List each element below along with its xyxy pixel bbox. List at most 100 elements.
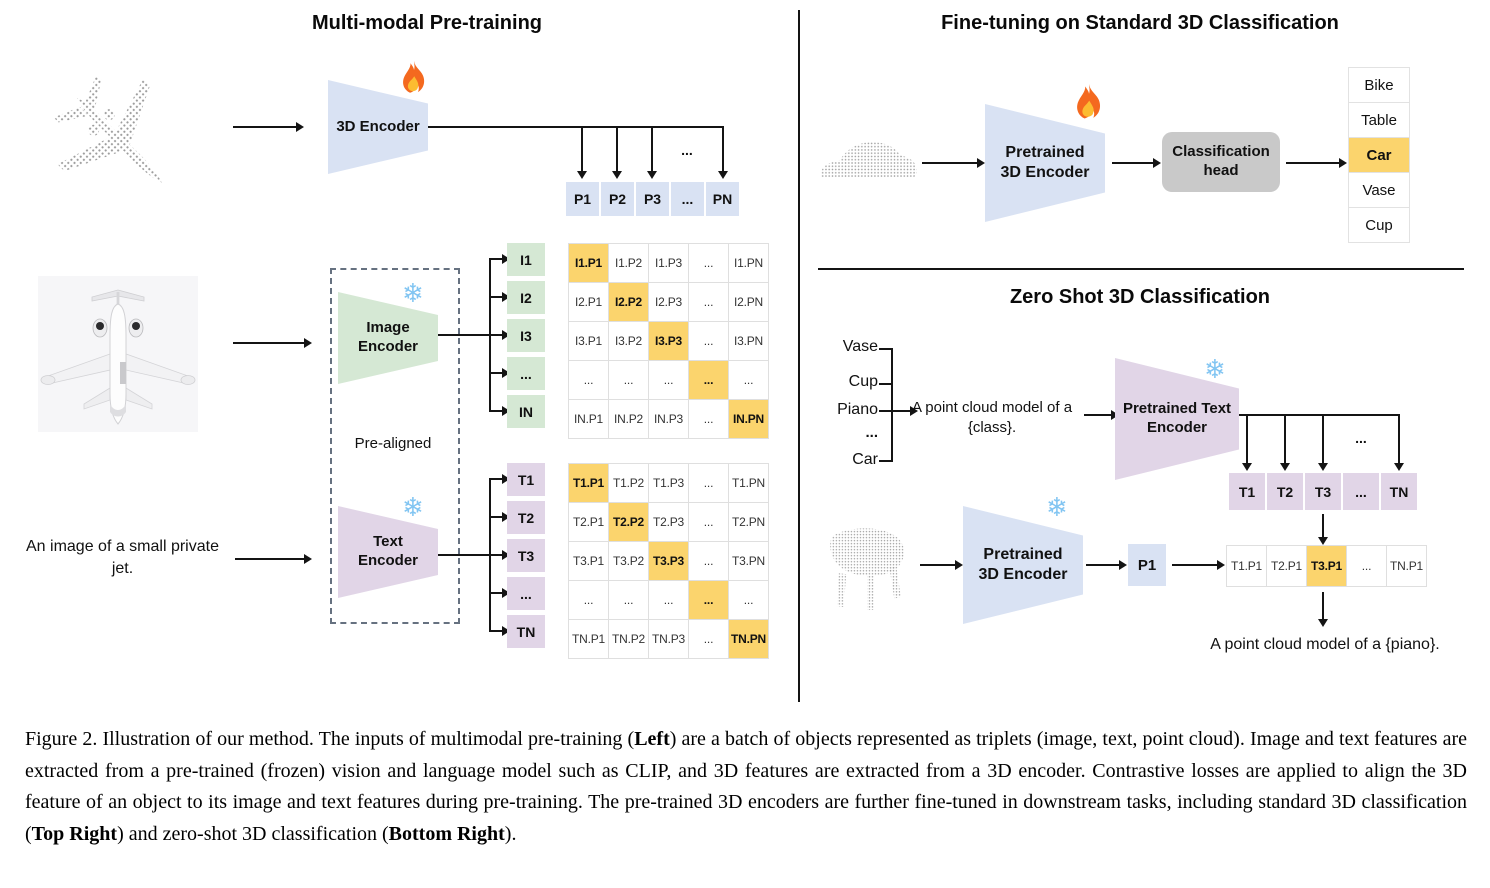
panel-divider-horizontal	[818, 268, 1464, 270]
arrow-image-to-encoder	[233, 337, 312, 348]
zs-class-label: Vase	[842, 338, 878, 355]
matrix-cell: ...	[689, 322, 728, 360]
matrix-cell: I2.P3	[649, 283, 688, 321]
zs-pretrained-3d-encoder-label: Pretrained 3D Encoder	[978, 546, 1068, 583]
caption-bold-text: Top Right	[31, 822, 118, 845]
matrix-cell: ...	[729, 581, 768, 619]
arrow-simrow-to-result	[1317, 592, 1328, 627]
matrix-cell: ...	[609, 361, 648, 399]
matrix-cell: ...	[689, 244, 728, 282]
prealigned-label: Pre-aligned	[354, 435, 432, 452]
matrix-cell: ...	[569, 581, 608, 619]
sim-cell: TN.P1	[1387, 546, 1426, 586]
matrix-cell: ...	[609, 581, 648, 619]
matrix-cell: TN.P2	[609, 620, 648, 658]
zs-tick-vase	[879, 348, 891, 350]
class-cell: Bike	[1348, 67, 1410, 103]
finetune-title: Fine-tuning on Standard 3D Classificatio…	[941, 12, 1339, 34]
zs-class-label: Piano	[837, 401, 878, 418]
arrow-piano-to-encoder	[920, 559, 963, 570]
p-cell: ...	[671, 182, 704, 216]
sim-cell: T3.P1	[1307, 546, 1346, 586]
matrix-cell: I3.P2	[609, 322, 648, 360]
arrow-p1-to-simrow	[1172, 559, 1225, 570]
matrix-cell: ...	[689, 503, 728, 541]
image-encoder-label: Image Encoder	[357, 319, 418, 355]
p-cell: P2	[601, 182, 634, 216]
p-cell: P3	[636, 182, 669, 216]
i-matrix: I1.P1 I1.P2 I1.P3... I1.PN I2.P1 I2.P2 I2.P3..…	[568, 243, 769, 439]
t-label-cell: ...	[507, 577, 545, 610]
zs-pretrained-3d-encoder-block: Pretrained 3D Encoder	[963, 506, 1083, 624]
matrix-cell: ...	[689, 542, 728, 580]
arrow-to-p2	[611, 128, 622, 179]
zs-arrows-ellipsis: ...	[1355, 430, 1367, 446]
matrix-cell: ...	[729, 361, 768, 399]
matrix-cell: ...	[689, 361, 728, 399]
p1-feature-box: P1	[1128, 544, 1166, 586]
zs-sim-row: T1.P1 T2.P1 T3.P1... TN.P1	[1226, 545, 1427, 587]
zeroshot-title: Zero Shot 3D Classification	[1009, 286, 1271, 308]
arrow-to-zs-t3	[1317, 416, 1328, 471]
matrix-cell: I3.P3	[649, 322, 688, 360]
ft-class-list: Bike Table Car Vase Cup	[1348, 67, 1410, 243]
t-label-cell: T1	[507, 463, 545, 496]
pretrained-3d-encoder-label: Pretrained 3D Encoder	[1000, 144, 1090, 181]
classification-head-label: Classification head	[1172, 143, 1270, 179]
matrix-cell: IN.P3	[649, 400, 688, 438]
caption-text: ) and zero-shot 3D classification (	[117, 822, 389, 845]
class-cell: Cup	[1348, 207, 1410, 243]
zs-t-cell: TN	[1381, 473, 1417, 510]
arrow-to-i-dots	[489, 367, 510, 378]
zs-class-label: Car	[852, 451, 878, 468]
matrix-cell: I1.PN	[729, 244, 768, 282]
matrix-cell: ...	[569, 361, 608, 399]
arrow-to-in	[489, 405, 510, 416]
arrow-to-tn	[489, 625, 510, 636]
matrix-cell: T3.P3	[649, 542, 688, 580]
matrix-cell: T3.PN	[729, 542, 768, 580]
matrix-cell: T3.P1	[569, 542, 608, 580]
arrow-trow-to-simrow	[1317, 514, 1328, 545]
flame-icon	[403, 61, 425, 93]
zs-bracket-line	[891, 348, 893, 462]
matrix-cell: ...	[689, 283, 728, 321]
matrix-cell: T1.P3	[649, 464, 688, 502]
matrix-cell: T3.P2	[609, 542, 648, 580]
text-encoder-block: Text Encoder	[338, 506, 438, 598]
zs-t-cell: T3	[1305, 473, 1341, 510]
car-point-cloud	[821, 142, 917, 178]
text-encoder-output-line	[438, 554, 490, 556]
arrow-to-t1	[489, 473, 510, 484]
arrow-encoder-to-head	[1112, 157, 1161, 168]
snowflake-icon: ❄	[1046, 492, 1068, 522]
caption-bold-text: Bottom Right	[388, 822, 505, 845]
matrix-cell: I3.PN	[729, 322, 768, 360]
zs-class-label: Cup	[848, 373, 878, 390]
snowflake-icon: ❄	[1204, 354, 1226, 384]
zs-t-cell: ...	[1343, 473, 1379, 510]
matrix-cell: I1.P1	[569, 244, 608, 282]
matrix-cell: IN.PN	[729, 400, 768, 438]
airplane-point-cloud	[53, 74, 162, 183]
i-label-cell: I1	[507, 243, 545, 276]
arrow-to-i2	[489, 291, 510, 302]
zs-class-list: Vase Cup Piano... Car	[818, 338, 878, 473]
arrow-pointcloud-to-3d-encoder	[233, 121, 304, 132]
zs-result-text: A point cloud model of a {piano}.	[1210, 636, 1440, 653]
class-cell: Table	[1348, 102, 1410, 138]
pretrained-3d-encoder-block: Pretrained 3D Encoder	[985, 104, 1105, 222]
pretrain-title: Multi-modal Pre-training	[312, 12, 542, 34]
caption-text: ) are a batch of objects represented as …	[25, 728, 1467, 845]
matrix-cell: ...	[689, 581, 728, 619]
arrow-text-to-encoder	[235, 553, 312, 564]
image-encoder-output-line	[438, 334, 490, 336]
t-label-cell: T3	[507, 539, 545, 572]
t-label-cell: TN	[507, 615, 545, 648]
arrow-head-to-classes	[1286, 157, 1347, 168]
zs-prompt-text: A point cloud model of a {class}.	[911, 399, 1073, 437]
arrow-to-i1	[489, 253, 510, 264]
text-encoder-label: Text Encoder	[357, 533, 418, 569]
panel-divider-vertical	[798, 10, 800, 702]
matrix-cell: TN.P1	[569, 620, 608, 658]
